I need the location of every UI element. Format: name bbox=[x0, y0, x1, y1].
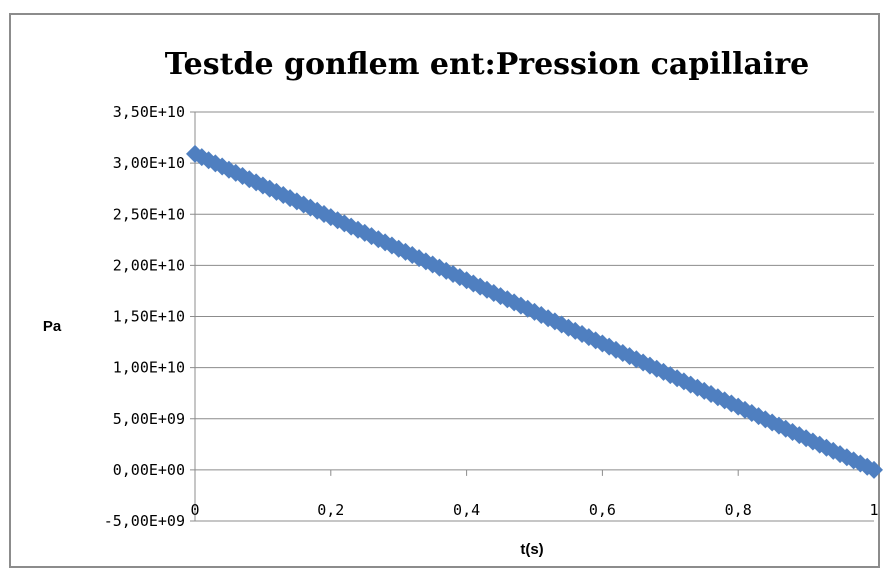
data-point bbox=[498, 290, 517, 309]
chart-title: Testde gonflem ent:Pression capillaire bbox=[165, 47, 809, 82]
gridlines bbox=[195, 111, 874, 522]
x-axis-label: t(s) bbox=[520, 541, 543, 558]
y-tick-label: 3,00E+10 bbox=[113, 154, 185, 172]
x-tick-label: 0,8 bbox=[725, 501, 752, 519]
data-series bbox=[186, 144, 883, 479]
x-tick-label: 0 bbox=[190, 501, 199, 519]
chart-frame bbox=[9, 13, 880, 568]
y-tick-label: 0,00E+00 bbox=[113, 461, 185, 479]
data-point bbox=[865, 460, 883, 479]
y-tick-label: 2,50E+10 bbox=[113, 205, 185, 223]
x-tick-label: 1 bbox=[869, 501, 878, 519]
y-axis: -5,00E+09 0,00E+00 5,00E+09 1,00E+10 1,50E+1… bbox=[104, 103, 196, 530]
x-axis: 0 0,2 0,4 0,6 0,8 1 bbox=[190, 469, 879, 519]
data-point bbox=[403, 246, 422, 265]
y-tick-label: 5,00E+09 bbox=[113, 410, 185, 428]
x-tick-label: 0,6 bbox=[589, 501, 616, 519]
x-tick-label: 0,2 bbox=[317, 501, 344, 519]
y-axis-label: Pa bbox=[43, 318, 62, 335]
y-tick-label: 1,00E+10 bbox=[113, 359, 185, 377]
y-tick-label: 1,50E+10 bbox=[113, 308, 185, 326]
y-tick-label: -5,00E+09 bbox=[104, 512, 185, 530]
y-tick-label: 2,00E+10 bbox=[113, 256, 185, 274]
x-tick-label: 0,4 bbox=[453, 501, 480, 519]
y-tick-label: 3,50E+10 bbox=[113, 103, 185, 121]
